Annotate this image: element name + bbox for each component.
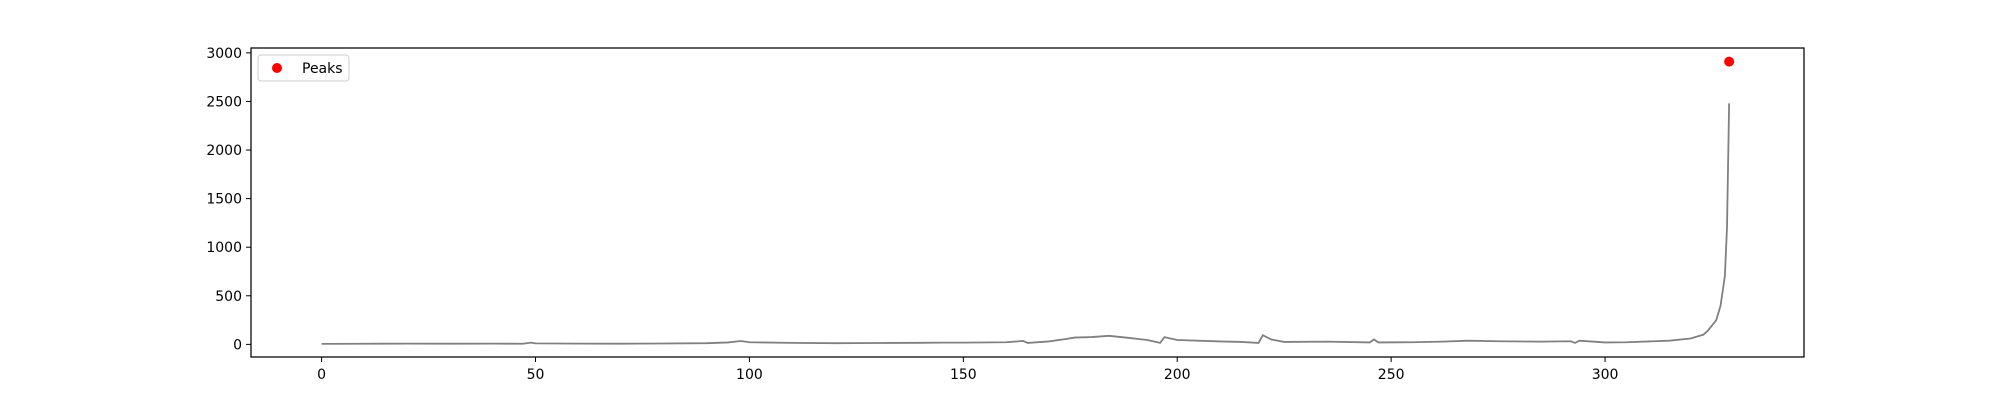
x-axis: 0 50 100 150 200 250 300 xyxy=(317,357,1618,383)
x-tick-label: 250 xyxy=(1378,367,1405,383)
signal-line xyxy=(321,103,1731,345)
x-tick-label: 200 xyxy=(1164,367,1191,383)
x-tick-label: 150 xyxy=(950,367,977,383)
legend-box xyxy=(257,54,350,82)
y-tick-label: 3000 xyxy=(206,46,242,62)
legend: Peaks xyxy=(257,54,350,82)
y-axis: 0 500 1000 1500 2000 2500 3000 xyxy=(206,46,251,353)
plot-data-layer xyxy=(321,56,1735,345)
y-tick-label: 500 xyxy=(215,289,242,305)
y-tick-label: 1500 xyxy=(206,192,242,208)
legend-peaks-label: Peaks xyxy=(302,61,343,77)
y-tick-label: 2500 xyxy=(206,94,242,110)
x-tick-label: 0 xyxy=(317,367,326,383)
peak-point xyxy=(1724,56,1735,67)
y-tick-label: 2000 xyxy=(206,143,242,159)
plot-frame xyxy=(250,47,1805,358)
y-tick-label: 0 xyxy=(233,337,242,353)
x-tick-label: 300 xyxy=(1592,367,1619,383)
legend-peaks-marker xyxy=(272,63,282,73)
x-tick-label: 50 xyxy=(527,367,545,383)
x-tick-label: 100 xyxy=(736,367,763,383)
y-tick-label: 1000 xyxy=(206,240,242,256)
